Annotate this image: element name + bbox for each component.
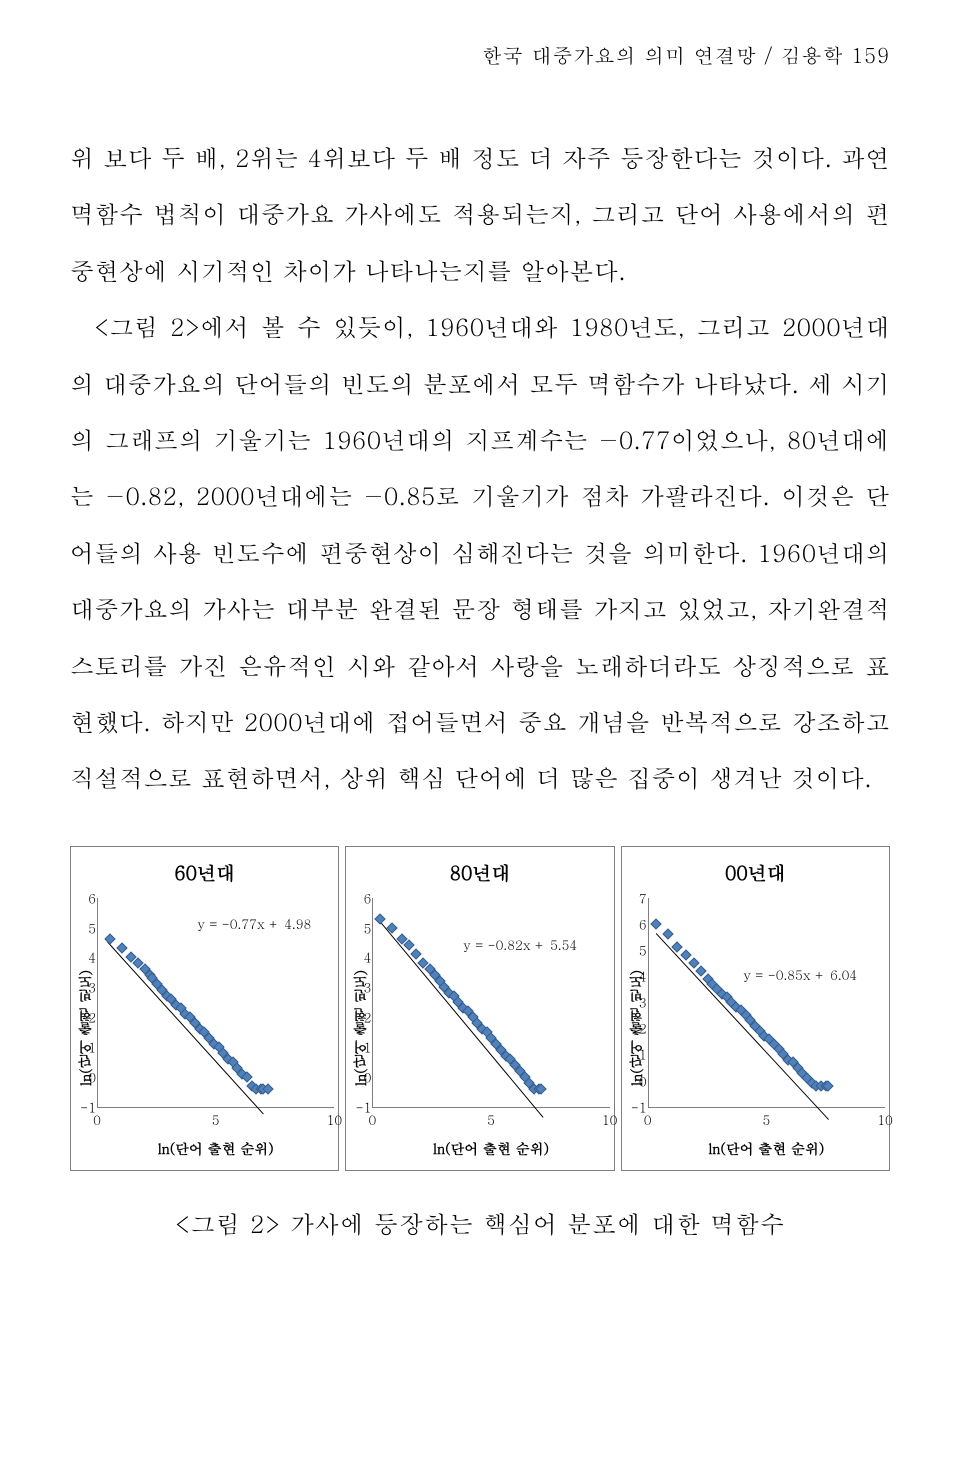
y-tick: 3 bbox=[351, 978, 371, 997]
x-axis-label: ln(단어 출현 순위) bbox=[97, 1138, 334, 1158]
x-tick: 10 bbox=[877, 1110, 893, 1129]
chart-body: ln(단어 출현 빈도)-101234567y = -0.85x + 6.040… bbox=[626, 898, 885, 1158]
y-tick: 0 bbox=[76, 1067, 96, 1086]
y-tick: 2 bbox=[351, 1008, 371, 1027]
chart-panel-1: 80년대ln(단어 출현 빈도)-10123456y = -0.82x + 5.… bbox=[345, 846, 614, 1171]
chart-body: ln(단어 출현 빈도)-10123456y = -0.77x + 4.9805… bbox=[75, 898, 334, 1158]
plot-wrap: -10123456y = -0.82x + 5.54 0510 ln(단어 출현 순… bbox=[372, 898, 609, 1158]
x-ticks: 0510 bbox=[97, 1110, 334, 1128]
data-point bbox=[650, 918, 661, 929]
trend-line bbox=[373, 898, 609, 1134]
x-tick: 0 bbox=[93, 1110, 101, 1129]
y-tick: 5 bbox=[627, 940, 647, 959]
x-tick: 10 bbox=[327, 1110, 343, 1129]
chart-title: 60년대 bbox=[174, 859, 235, 886]
y-tick: 5 bbox=[351, 918, 371, 937]
data-point bbox=[662, 929, 673, 940]
chart-body: ln(단어 출현 빈도)-10123456y = -0.82x + 5.5405… bbox=[350, 898, 609, 1158]
x-tick: 5 bbox=[487, 1110, 495, 1129]
x-tick: 0 bbox=[368, 1110, 376, 1129]
chart-panel-2: 00년대ln(단어 출현 빈도)-101234567y = -0.85x + 6… bbox=[621, 846, 890, 1171]
y-tick: 0 bbox=[627, 1071, 647, 1090]
y-tick: 1 bbox=[627, 1045, 647, 1064]
chart-title: 80년대 bbox=[450, 859, 511, 886]
figure-row: 60년대ln(단어 출현 빈도)-10123456y = -0.77x + 4.… bbox=[70, 846, 890, 1171]
x-ticks: 0510 bbox=[648, 1110, 885, 1128]
y-tick: 0 bbox=[351, 1067, 371, 1086]
y-tick: 1 bbox=[76, 1037, 96, 1056]
x-axis-label: ln(단어 출현 순위) bbox=[372, 1138, 609, 1158]
plot-area: -101234567y = -0.85x + 6.04 bbox=[648, 898, 885, 1108]
equation-text: y = -0.77x + 4.98 bbox=[197, 914, 311, 933]
x-tick: 5 bbox=[212, 1110, 220, 1129]
chart-panel-0: 60년대ln(단어 출현 빈도)-10123456y = -0.77x + 4.… bbox=[70, 846, 339, 1171]
data-point bbox=[410, 949, 421, 960]
y-ticks: -101234567 bbox=[627, 898, 647, 1107]
y-ticks: -10123456 bbox=[76, 898, 96, 1107]
y-tick: 2 bbox=[627, 1019, 647, 1038]
body-text-2: <그림 2>에서 볼 수 있듯이, 1960년대와 1980년도, 그리고 20… bbox=[70, 309, 890, 794]
y-tick: 5 bbox=[76, 918, 96, 937]
plot-area: -10123456y = -0.77x + 4.98 bbox=[97, 898, 334, 1108]
y-tick: 7 bbox=[627, 888, 647, 907]
data-point bbox=[387, 922, 398, 933]
trend-line bbox=[649, 898, 885, 1134]
figure-caption: <그림 2> 가사에 등장하는 핵심어 분포에 대한 멱함수 bbox=[70, 1206, 890, 1240]
data-point bbox=[375, 913, 386, 924]
y-ticks: -10123456 bbox=[351, 898, 371, 1107]
data-point bbox=[671, 942, 682, 953]
x-tick: 0 bbox=[644, 1110, 652, 1129]
y-tick: 4 bbox=[351, 948, 371, 967]
data-point bbox=[116, 943, 127, 954]
x-axis-label: ln(단어 출현 순위) bbox=[648, 1138, 885, 1158]
equation-text: y = -0.85x + 6.04 bbox=[743, 965, 857, 984]
body-paragraph: 위 보다 두 배, 2위는 4위보다 두 배 정도 더 자주 등장한다는 것이다… bbox=[70, 129, 890, 806]
x-tick: 5 bbox=[762, 1110, 770, 1129]
x-ticks: 0510 bbox=[372, 1110, 609, 1128]
y-tick: 6 bbox=[627, 914, 647, 933]
plot-area: -10123456y = -0.82x + 5.54 bbox=[372, 898, 609, 1108]
data-point bbox=[104, 934, 115, 945]
plot-wrap: -101234567y = -0.85x + 6.04 0510 ln(단어 출현 … bbox=[648, 898, 885, 1158]
body-text-1: 위 보다 두 배, 2위는 4위보다 두 배 정도 더 자주 등장한다는 것이다… bbox=[70, 140, 890, 287]
chart-title: 00년대 bbox=[725, 859, 786, 886]
y-tick: 6 bbox=[76, 888, 96, 907]
y-tick: 1 bbox=[351, 1037, 371, 1056]
running-head: 한국 대중가요의 의미 연결망 / 김용학 159 bbox=[70, 40, 890, 69]
equation-text: y = -0.82x + 5.54 bbox=[463, 935, 577, 954]
plot-wrap: -10123456y = -0.77x + 4.98 0510 ln(단어 출현 순… bbox=[97, 898, 334, 1158]
y-tick: 2 bbox=[76, 1008, 96, 1027]
x-tick: 10 bbox=[602, 1110, 618, 1129]
y-tick: 6 bbox=[351, 888, 371, 907]
y-tick: 4 bbox=[76, 948, 96, 967]
y-tick: 4 bbox=[627, 967, 647, 986]
y-tick: 3 bbox=[76, 978, 96, 997]
y-tick: 3 bbox=[627, 993, 647, 1012]
